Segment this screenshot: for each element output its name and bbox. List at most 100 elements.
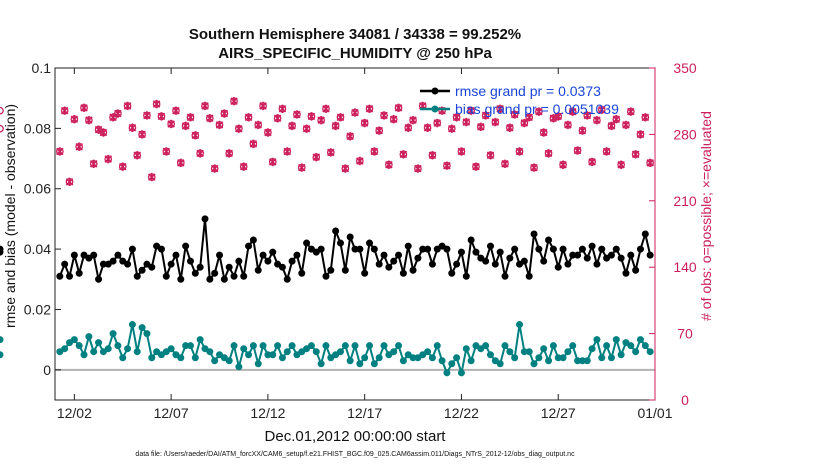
- obs-evaluated-marker: [235, 124, 243, 133]
- rmse-point: [554, 263, 562, 271]
- bias-point: [482, 342, 490, 350]
- rmse-point: [133, 272, 141, 280]
- rmse-point: [482, 257, 490, 265]
- bias-point: [61, 345, 69, 353]
- rmse-point: [191, 269, 199, 277]
- bias-point: [457, 369, 465, 377]
- bias-point: [95, 339, 103, 347]
- obs-evaluated-marker: [375, 126, 383, 135]
- rmse-point: [559, 245, 567, 253]
- bias-point: [404, 351, 412, 359]
- obs-evaluated-marker: [75, 142, 83, 151]
- bias-point: [535, 354, 543, 362]
- bias-point: [511, 354, 519, 362]
- rmse-point: [404, 242, 412, 250]
- bias-point: [380, 342, 388, 350]
- bias-point: [269, 351, 277, 359]
- bias-point: [564, 348, 572, 356]
- obs-evaluated-marker: [612, 115, 621, 124]
- bias-point: [196, 336, 204, 344]
- bias-point: [225, 357, 233, 365]
- x-axis-label: Dec.01,2012 00:00:00 start: [264, 428, 446, 445]
- bias-point: [157, 351, 165, 359]
- obs-evaluated-marker: [365, 104, 374, 113]
- obs-evaluated-marker: [80, 103, 88, 113]
- obs-evaluated-marker: [467, 106, 475, 115]
- bias-point: [283, 348, 291, 356]
- rmse-point: [249, 236, 257, 244]
- obs-evaluated-marker: [491, 117, 500, 127]
- rmse-point: [535, 245, 543, 253]
- rmse-point: [104, 260, 112, 268]
- bias-point: [322, 342, 330, 350]
- obs-evaluated-marker: [56, 147, 64, 156]
- rmse-point: [278, 263, 286, 271]
- bias-point: [288, 342, 296, 350]
- bias-point: [525, 348, 533, 356]
- bias-point: [104, 345, 112, 353]
- obs-evaluated-marker: [210, 164, 219, 173]
- bias-point: [603, 342, 611, 350]
- rmse-point: [564, 260, 572, 268]
- obs-evaluated-marker: [573, 146, 582, 155]
- y-right-tick-label: 140: [673, 259, 697, 275]
- obs-evaluated-marker: [143, 111, 151, 120]
- obs-evaluated-marker: [239, 162, 248, 171]
- bias-point: [351, 342, 359, 350]
- bias-point: [448, 360, 456, 368]
- bias-point: [220, 354, 228, 362]
- bias-point: [583, 357, 591, 365]
- rmse-point: [128, 245, 136, 253]
- legend-label: rmse grand pr = 0.0373: [455, 83, 601, 99]
- rmse-point: [617, 254, 625, 262]
- obs-evaluated-marker: [583, 111, 592, 120]
- rmse-point: [627, 251, 635, 259]
- bias-point: [211, 357, 219, 365]
- obs-evaluated-marker: [259, 101, 267, 111]
- obs-evaluated-marker: [162, 147, 171, 156]
- bias-point: [85, 333, 93, 341]
- rmse-point: [399, 269, 407, 277]
- obs-evaluated-marker: [109, 113, 117, 122]
- chart-subtitle: AIRS_SPECIFIC_HUMIDITY @ 250 hPa: [218, 45, 492, 62]
- bias-point: [530, 360, 538, 368]
- obs-evaluated-marker: [152, 99, 161, 109]
- bias-point: [216, 351, 224, 359]
- obs-evaluated-marker: [230, 97, 238, 106]
- obs-evaluated-marker: [118, 162, 127, 171]
- bias-point: [419, 351, 427, 359]
- bias-point: [99, 348, 107, 356]
- obs-evaluated-marker: [293, 110, 301, 119]
- bias-point: [428, 354, 436, 362]
- rmse-point: [433, 245, 441, 253]
- obs-evaluated-marker: [302, 124, 311, 133]
- bias-point: [240, 345, 248, 353]
- rmse-point: [283, 275, 291, 283]
- obs-evaluated-marker: [264, 128, 272, 137]
- rmse-point: [409, 266, 417, 274]
- bias-point: [109, 330, 117, 338]
- bias-point: [486, 351, 494, 359]
- x-tick-label: 12/12: [250, 405, 285, 421]
- obs-evaluated-marker: [481, 111, 490, 120]
- rmse-point: [636, 245, 644, 253]
- rmse-point: [361, 269, 369, 277]
- obs-evaluated-marker: [268, 157, 277, 167]
- obs-evaluated-marker: [515, 147, 524, 156]
- rmse-point: [448, 269, 456, 277]
- bias-point: [607, 354, 615, 362]
- rmse-point: [607, 251, 615, 259]
- obs-evaluated-marker: [602, 147, 611, 156]
- bias-point: [138, 324, 146, 332]
- rmse-point: [298, 269, 306, 277]
- rmse-point: [549, 245, 557, 253]
- bias-point: [332, 351, 340, 359]
- rmse-point: [269, 248, 277, 256]
- obs-evaluated-marker: [472, 162, 480, 171]
- bias-point: [356, 360, 364, 368]
- rmse-point: [172, 251, 180, 259]
- rmse-point: [186, 257, 194, 265]
- rmse-point: [157, 245, 165, 253]
- rmse-point: [632, 266, 640, 274]
- obs-evaluated-marker: [172, 106, 180, 115]
